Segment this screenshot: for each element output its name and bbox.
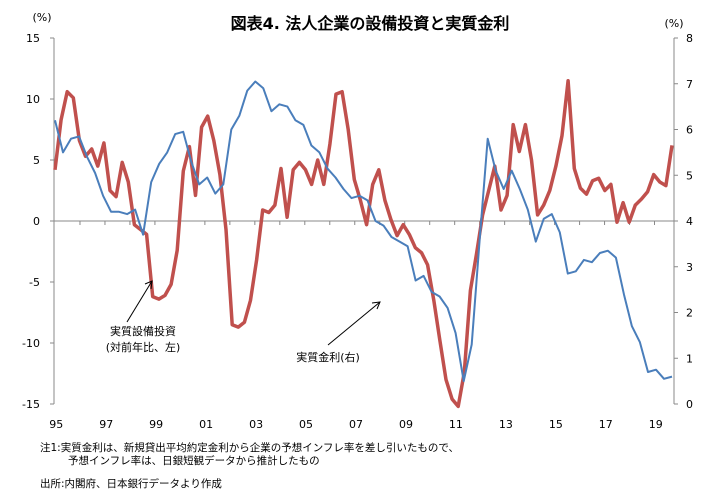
- right-axis: 8 7 6 5 4 3 2 1 0: [673, 32, 693, 411]
- x-axis-tick-label: 03: [249, 418, 263, 431]
- note-1-line-2: 予想インフレ率は、日銀短観データから推計したもの: [68, 455, 320, 467]
- left-axis-tick-label: -5: [29, 276, 40, 289]
- note-1-line-1: 注1:実質金利は、新規貸出平均約定金利から企業の予想インフレ率を差し引いたもので…: [40, 442, 459, 454]
- left-axis-unit: (%): [32, 11, 51, 24]
- left-axis-tick-label: -10: [22, 337, 40, 350]
- right-axis-tick-label: 5: [686, 169, 693, 182]
- annotation-arrowhead-rate: [371, 301, 381, 310]
- annotation-investment-line2: (対前年比、左): [106, 340, 181, 354]
- right-axis-tick-label: 4: [686, 215, 693, 228]
- series-line-investment: [53, 78, 674, 409]
- chart: 図表4. 法人企業の設備投資と実質金利 (%) (%) 151050-5-10-…: [22, 11, 693, 431]
- annotation-arrow-rate: [327, 301, 381, 346]
- chart-title: 図表4. 法人企業の設備投資と実質金利: [231, 14, 510, 33]
- right-axis-tick-label: 7: [686, 78, 693, 91]
- right-axis-tick-label: 6: [686, 124, 693, 137]
- x-axis-tick-label: 19: [649, 418, 663, 431]
- right-axis-tick-label: 2: [686, 307, 693, 320]
- x-axis-tick-label: 05: [299, 418, 313, 431]
- left-axis-tick-label: 10: [26, 93, 40, 106]
- x-axis-tick-label: 01: [199, 418, 213, 431]
- annotation-investment-line1: 実質設備投資: [110, 324, 176, 338]
- left-axis-tick-label: 5: [33, 154, 40, 167]
- x-axis-tick-label: 13: [499, 418, 513, 431]
- right-axis-tick-label: 8: [686, 32, 693, 45]
- right-axis-tick-label: 0: [686, 398, 693, 411]
- x-axis-tick-label: 15: [549, 418, 563, 431]
- x-axis: 95 97 99 01 03 05 07 09 11 13 15 17 19: [49, 221, 663, 431]
- x-axis-tick-label: 07: [349, 418, 363, 431]
- annotation-rate: 実質金利(右): [296, 350, 360, 364]
- x-axis-tick-label: 09: [399, 418, 413, 431]
- right-axis-unit: (%): [664, 17, 683, 30]
- series-line-real-rate: [54, 80, 673, 383]
- x-axis-tick-label: 17: [599, 418, 613, 431]
- series-layer: [53, 78, 674, 409]
- source-note: 出所:内閣府、日本銀行データより作成: [40, 478, 222, 490]
- right-axis-tick-label: 3: [686, 261, 693, 274]
- x-axis-tick-label: 97: [99, 418, 113, 431]
- right-axis-tick-label: 1: [686, 352, 693, 365]
- annotations: 実質設備投資 (対前年比、左) 実質金利(右): [106, 280, 381, 364]
- left-axis-tick-label: -15: [22, 398, 40, 411]
- annotation-arrow-investment: [126, 280, 153, 323]
- annotation-arrowhead-investment: [144, 280, 153, 290]
- x-axis-tick-label: 11: [449, 418, 463, 431]
- x-axis-tick-label: 95: [49, 418, 63, 431]
- x-axis-tick-label: 99: [149, 418, 163, 431]
- left-axis-tick-label: 15: [26, 32, 40, 45]
- left-axis-tick-label: 0: [33, 215, 40, 228]
- notes: 注1:実質金利は、新規貸出平均約定金利から企業の予想インフレ率を差し引いたもので…: [40, 442, 710, 491]
